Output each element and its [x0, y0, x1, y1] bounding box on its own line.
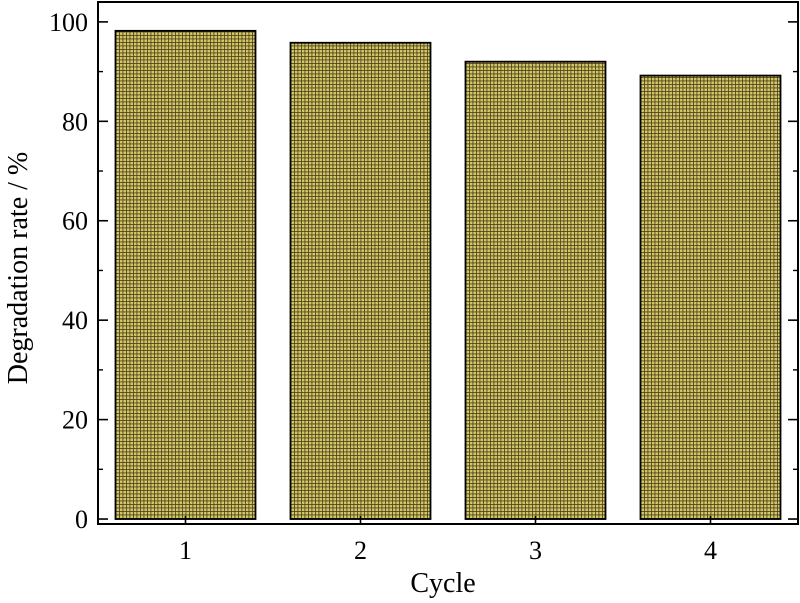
x-ticks-layer: 1 2 3 4 [179, 516, 717, 565]
y-tick-label: 40 [62, 306, 88, 335]
y-ticks-layer: 0 20 40 60 80 100 [49, 8, 798, 534]
x-tick-label: 3 [529, 536, 542, 565]
x-tick-label: 2 [354, 536, 367, 565]
bar-cycle-4 [639, 74, 782, 520]
y-tick-label: 20 [62, 406, 88, 435]
bar-cycle-1 [114, 29, 257, 520]
x-tick-label: 4 [704, 536, 717, 565]
x-tick-label: 1 [179, 536, 192, 565]
y-axis-label: Degradation rate / % [3, 152, 34, 384]
y-tick-label: 80 [62, 107, 88, 136]
y-tick-label: 60 [62, 207, 88, 236]
bar-cycle-3 [464, 60, 607, 520]
y-tick-label: 0 [75, 505, 88, 534]
bar-cycle-2 [289, 41, 432, 520]
y-tick-label: 100 [49, 8, 88, 37]
bars-layer [114, 29, 782, 520]
plot-frame [97, 1, 799, 525]
x-axis-label: Cycle [410, 568, 475, 599]
